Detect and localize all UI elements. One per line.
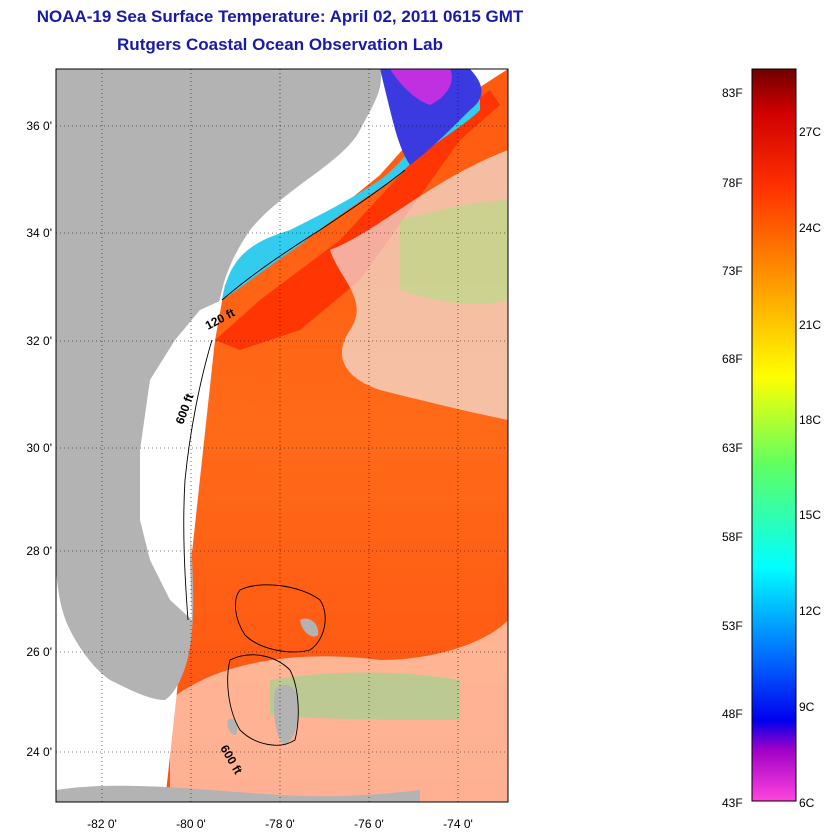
lat-label: 34 0' xyxy=(26,226,52,240)
colorbar-c-label: 12C xyxy=(799,604,822,618)
colorbar-f-label: 73F xyxy=(722,264,743,278)
colorbar xyxy=(751,68,797,802)
isobath-600ft xyxy=(183,339,213,621)
south-green xyxy=(270,672,460,720)
colorbar-c-label: 18C xyxy=(799,413,822,427)
map-subtitle: Rutgers Coastal Ocean Observation Lab xyxy=(117,35,443,54)
cold-core xyxy=(390,69,452,105)
colorbar-c-label: 27C xyxy=(799,125,822,139)
colorbar-c-label: 6C xyxy=(799,796,815,810)
lat-label: 32 0' xyxy=(26,334,52,348)
colorbar-c-label: 9C xyxy=(799,700,815,714)
land-mass xyxy=(56,69,381,700)
isobath-120ft xyxy=(221,169,406,301)
cloud-patches xyxy=(330,150,508,420)
lat-gridlines xyxy=(56,125,508,753)
lat-label: 26 0' xyxy=(26,645,52,659)
colorbar-f-label: 43F xyxy=(722,796,743,810)
bahamas-island xyxy=(227,718,238,735)
lat-label: 28 0' xyxy=(26,544,52,558)
isobath-bahamas xyxy=(227,654,299,746)
bahamas-island xyxy=(300,618,319,637)
lat-label: 36 0' xyxy=(26,119,52,133)
colorbar-f-label: 83F xyxy=(722,86,743,100)
cuba-land xyxy=(56,785,420,802)
colorbar-c-label: 21C xyxy=(799,318,822,332)
isobath-bahamas xyxy=(234,584,326,653)
lon-label: -74 0' xyxy=(443,817,473,831)
gulf-stream xyxy=(215,90,500,350)
colorbar-f-label: 63F xyxy=(722,441,743,455)
colorbar-c-label: 24C xyxy=(799,221,822,235)
colorbar-f-label: 48F xyxy=(722,707,743,721)
map-frame xyxy=(55,68,509,803)
lon-label: -80 0' xyxy=(176,817,206,831)
northern-cold-water xyxy=(380,69,482,165)
green-patches xyxy=(400,200,508,305)
lon-label: -78 0' xyxy=(265,817,295,831)
lon-label: -76 0' xyxy=(354,817,384,831)
lat-label: 24 0' xyxy=(26,745,52,759)
lat-label: 30 0' xyxy=(26,441,52,455)
map-title: NOAA-19 Sea Surface Temperature: April 0… xyxy=(36,7,524,26)
lon-label: -82 0' xyxy=(87,817,117,831)
colorbar-f-label: 68F xyxy=(722,352,743,366)
colorbar-f-label: 53F xyxy=(722,619,743,633)
colorbar-c-label: 15C xyxy=(799,508,822,522)
colorbar-f-label: 78F xyxy=(722,176,743,190)
colorbar-f-label: 58F xyxy=(722,530,743,544)
